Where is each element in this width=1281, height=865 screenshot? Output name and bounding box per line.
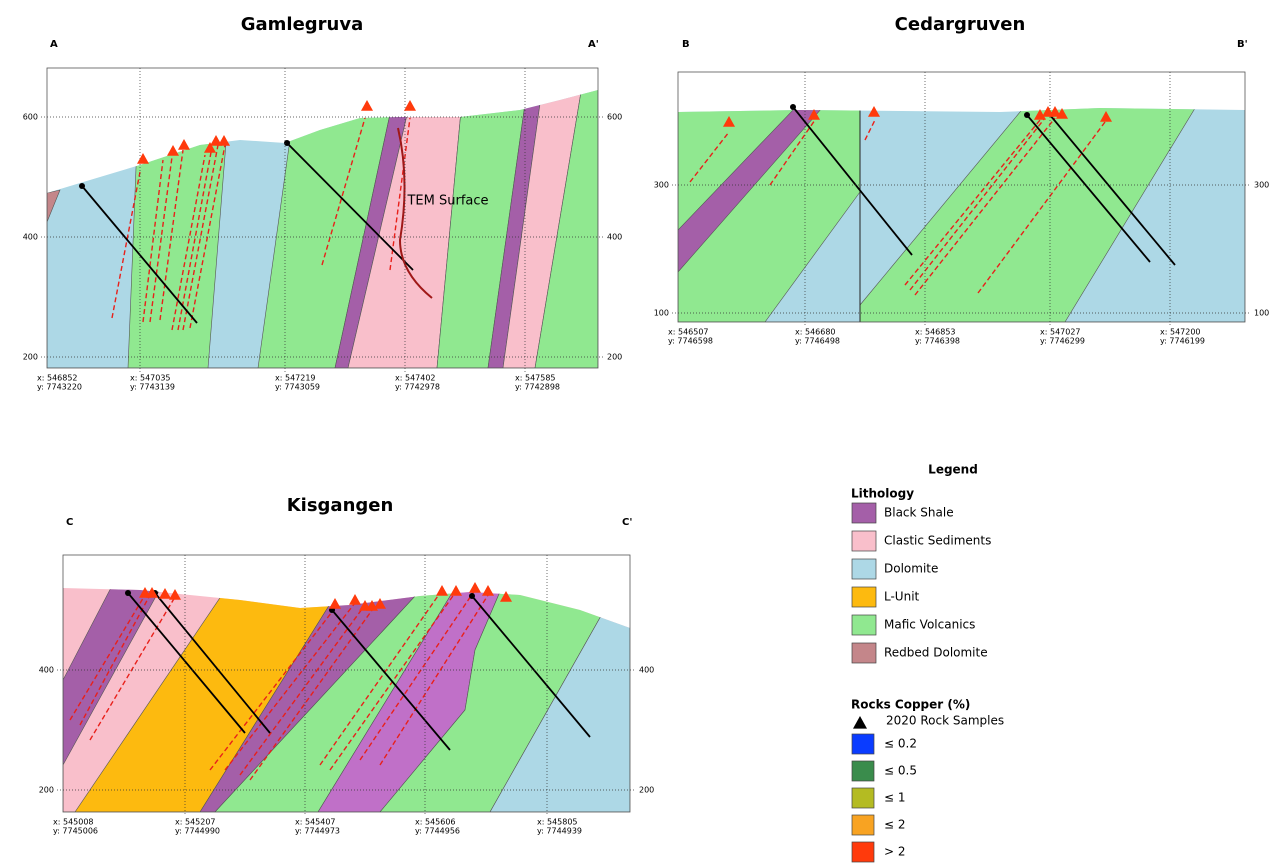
legend-title: Legend — [928, 463, 978, 477]
elevation-label: 200 — [639, 786, 654, 795]
coordinate-y: y: 7743139 — [130, 383, 175, 392]
elevation-label: 600 — [607, 113, 622, 122]
coordinate-y: y: 7746398 — [915, 337, 960, 346]
coordinate-x: x: 545407 — [295, 818, 336, 827]
coordinate-y: y: 7746199 — [1160, 337, 1205, 346]
section-end-label: C' — [622, 517, 632, 528]
section-start-label: C — [66, 517, 73, 528]
coordinate-y: y: 7744973 — [295, 827, 340, 836]
rock-sample — [436, 585, 448, 596]
legend-swatch — [852, 842, 874, 862]
coordinate-y: y: 7743220 — [37, 383, 82, 392]
legend-swatch — [852, 734, 874, 754]
section-title: Gamlegruva — [241, 14, 364, 35]
section-start-label: A — [50, 39, 58, 50]
coordinate-x: x: 547402 — [395, 374, 436, 383]
legend-label: Mafic Volcanics — [884, 618, 975, 632]
coordinate-y: y: 7743059 — [275, 383, 320, 392]
elevation-label: 300 — [1254, 181, 1269, 190]
elevation-label: 600 — [23, 113, 38, 122]
coordinate-x: x: 545805 — [537, 818, 578, 827]
coordinate-x: x: 547585 — [515, 374, 556, 383]
legend-label: ≤ 1 — [884, 791, 906, 805]
coordinate-y: y: 7745006 — [53, 827, 98, 836]
legend-swatch — [852, 503, 876, 523]
coordinate-x: x: 546852 — [37, 374, 78, 383]
legend-swatch — [852, 815, 874, 835]
section-a-geology — [47, 68, 598, 368]
coordinate-x: x: 545606 — [415, 818, 456, 827]
rock-sample — [218, 135, 230, 146]
section-start-label: B — [682, 39, 690, 50]
rock-sample — [853, 716, 867, 729]
coordinate-x: x: 547027 — [1040, 328, 1081, 337]
annotation: TEM Surface — [406, 194, 488, 209]
legend-swatch — [852, 587, 876, 607]
legend-label: Black Shale — [884, 506, 954, 520]
elevation-label: 100 — [1254, 309, 1269, 318]
legend-swatch — [852, 531, 876, 551]
legend-heading: Rocks Copper (%) — [851, 698, 970, 712]
elevation-label: 100 — [654, 309, 669, 318]
rock-sample — [329, 598, 341, 609]
coordinate-x: x: 547035 — [130, 374, 171, 383]
section-end-label: A' — [588, 39, 599, 50]
rock-sample — [469, 582, 481, 593]
section-end-label: B' — [1237, 39, 1248, 50]
elevation-label: 300 — [654, 181, 669, 190]
elevation-label: 200 — [607, 353, 622, 362]
rock-sample — [361, 100, 373, 111]
elevation-label: 400 — [39, 666, 54, 675]
legend-swatch — [852, 761, 874, 781]
legend-label: ≤ 2 — [884, 818, 906, 832]
coordinate-x: x: 545008 — [53, 818, 94, 827]
coordinate-x: x: 547219 — [275, 374, 316, 383]
coordinate-y: y: 7744939 — [537, 827, 582, 836]
legend-swatch — [852, 643, 876, 663]
elevation-label: 400 — [607, 233, 622, 242]
rock-sample — [137, 153, 149, 164]
rock-sample — [178, 139, 190, 150]
legend-label: > 2 — [884, 845, 906, 859]
section-b-geology — [678, 72, 1245, 322]
figure: Gamlegruva A A' 600 600 400 400 200 200 x: 546852… — [0, 0, 1281, 865]
coordinate-y: y: 7742898 — [515, 383, 560, 392]
legend-label: Clastic Sediments — [884, 534, 991, 548]
legend-swatch — [852, 559, 876, 579]
rock-sample — [482, 585, 494, 596]
rock-sample — [404, 100, 416, 111]
rock-sample — [167, 145, 179, 156]
section-title: Kisgangen — [287, 495, 394, 516]
elevation-label: 400 — [23, 233, 38, 242]
rock-sample — [450, 585, 462, 596]
legend-swatch — [852, 615, 876, 635]
elevation-label: 200 — [39, 786, 54, 795]
legend-label: 2020 Rock Samples — [886, 714, 1004, 728]
elevation-label: 400 — [639, 666, 654, 675]
legend-label: ≤ 0.2 — [884, 737, 917, 751]
coordinate-y: y: 7744956 — [415, 827, 460, 836]
legend-heading: Lithology — [851, 487, 914, 501]
coordinate-x: x: 546680 — [795, 328, 836, 337]
elevation-label: 200 — [23, 353, 38, 362]
coordinate-y: y: 7744990 — [175, 827, 220, 836]
coordinate-y: y: 7746598 — [668, 337, 713, 346]
rock-sample — [349, 594, 361, 605]
coordinate-x: x: 545207 — [175, 818, 216, 827]
coordinate-y: y: 7746299 — [1040, 337, 1085, 346]
coordinate-y: y: 7746498 — [795, 337, 840, 346]
legend-label: Dolomite — [884, 562, 938, 576]
section-title: Cedargruven — [895, 14, 1026, 35]
coordinate-y: y: 7742978 — [395, 383, 440, 392]
legend-label: ≤ 0.5 — [884, 764, 917, 778]
legend-label: L-Unit — [884, 590, 920, 604]
coordinate-x: x: 546507 — [668, 328, 709, 337]
legend-label: Redbed Dolomite — [884, 646, 988, 660]
legend-swatch — [852, 788, 874, 808]
coordinate-x: x: 547200 — [1160, 328, 1201, 337]
coordinate-x: x: 546853 — [915, 328, 956, 337]
